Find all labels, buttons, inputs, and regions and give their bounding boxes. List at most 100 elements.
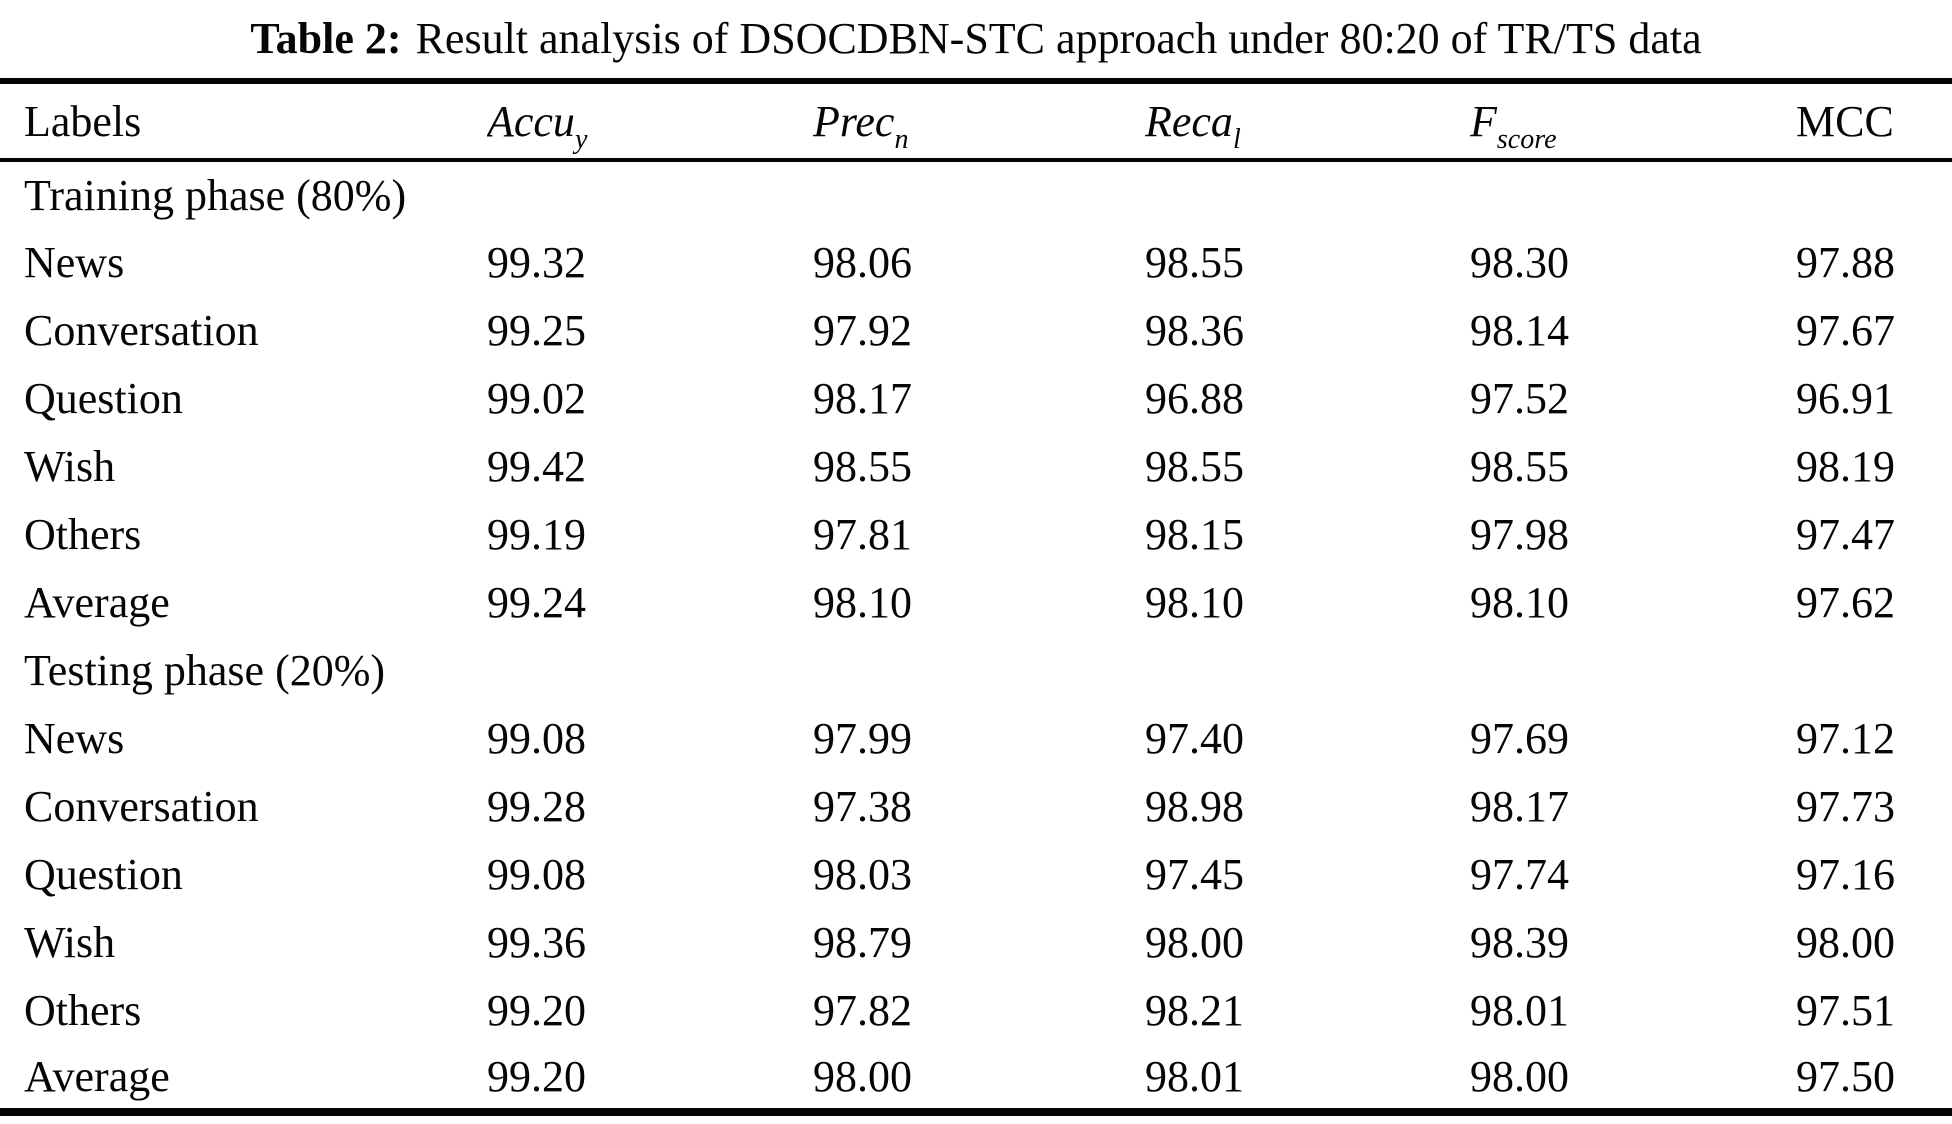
metric-value-precision: 98.17 — [813, 373, 912, 423]
metric-value-recall: 98.00 — [1145, 917, 1244, 967]
column-header-fscore-subscript: score — [1496, 123, 1557, 155]
row-label: Wish — [24, 441, 116, 491]
metric-value-mcc: 97.51 — [1796, 985, 1895, 1035]
column-header-recall-subscript: l — [1232, 123, 1241, 155]
table-row: Wish 99.42 98.55 98.55 98.55 98.19 — [0, 432, 1952, 500]
metric-value-precision: 98.00 — [813, 1051, 912, 1101]
row-label: Question — [24, 849, 183, 899]
metric-value-fscore: 97.98 — [1470, 509, 1569, 559]
metric-value-fscore: 98.10 — [1470, 577, 1569, 627]
metric-value-fscore: 98.30 — [1470, 237, 1569, 287]
metric-value-fscore: 98.14 — [1470, 305, 1569, 355]
column-header-fscore: Fscore — [1470, 81, 1796, 162]
metric-value-precision: 98.10 — [813, 577, 912, 627]
row-label: Question — [24, 373, 183, 423]
column-header-labels-text: Labels — [24, 96, 142, 146]
metric-value-recall: 98.01 — [1145, 1051, 1244, 1101]
table-row: News 99.32 98.06 98.55 98.30 97.88 — [0, 228, 1952, 296]
metric-value-precision: 97.82 — [813, 985, 912, 1035]
metric-value-recall: 96.88 — [1145, 373, 1244, 423]
column-header-precision-text: Prec — [813, 96, 895, 146]
table-row: Average 99.20 98.00 98.01 98.00 97.50 — [0, 1044, 1952, 1112]
table-row: Wish 99.36 98.79 98.00 98.39 98.00 — [0, 908, 1952, 976]
metric-value-accuracy: 99.32 — [487, 237, 586, 287]
column-header-accuracy-subscript: y — [574, 123, 588, 155]
metric-value-recall: 98.55 — [1145, 441, 1244, 491]
metric-value-recall: 98.21 — [1145, 985, 1244, 1035]
section-header-label: Testing phase (20%) — [24, 645, 386, 695]
metric-value-mcc: 97.12 — [1796, 713, 1895, 763]
column-header-mcc-text: MCC — [1796, 96, 1894, 146]
metric-value-recall: 98.10 — [1145, 577, 1244, 627]
column-header-recall: Recal — [1145, 81, 1470, 162]
metric-value-recall: 98.98 — [1145, 781, 1244, 831]
row-label: Average — [24, 577, 170, 627]
metric-value-mcc: 97.88 — [1796, 237, 1895, 287]
table-row: News 99.08 97.99 97.40 97.69 97.12 — [0, 704, 1952, 772]
column-header-labels: Labels — [0, 81, 487, 162]
metric-value-fscore: 97.52 — [1470, 373, 1569, 423]
table-row: Conversation 99.25 97.92 98.36 98.14 97.… — [0, 296, 1952, 364]
table-body: Training phase (80%) News 99.32 98.06 98… — [0, 160, 1952, 1112]
metric-value-precision: 97.38 — [813, 781, 912, 831]
column-header-precision: Precn — [813, 81, 1145, 162]
column-header-accuracy-text: Accu — [487, 96, 575, 146]
metric-value-recall: 98.36 — [1145, 305, 1244, 355]
metric-value-mcc: 97.62 — [1796, 577, 1895, 627]
metric-value-fscore: 98.17 — [1470, 781, 1569, 831]
section-header-label: Training phase (80%) — [24, 170, 407, 220]
metric-value-accuracy: 99.25 — [487, 305, 586, 355]
metric-value-accuracy: 99.20 — [487, 985, 586, 1035]
metric-value-mcc: 97.67 — [1796, 305, 1895, 355]
metric-value-precision: 98.03 — [813, 849, 912, 899]
table-row: Conversation 99.28 97.38 98.98 98.17 97.… — [0, 772, 1952, 840]
table-row: Others 99.19 97.81 98.15 97.98 97.47 — [0, 500, 1952, 568]
column-header-fscore-text: F — [1470, 96, 1497, 146]
metric-value-mcc: 98.00 — [1796, 917, 1895, 967]
metric-value-precision: 98.55 — [813, 441, 912, 491]
metric-value-accuracy: 99.02 — [487, 373, 586, 423]
table-row: Question 99.02 98.17 96.88 97.52 96.91 — [0, 364, 1952, 432]
table-row: Average 99.24 98.10 98.10 98.10 97.62 — [0, 568, 1952, 636]
results-table: Labels Accuy Precn Recal Fscore MCC Trai… — [0, 78, 1952, 1116]
metric-value-precision: 97.99 — [813, 713, 912, 763]
header-row: Labels Accuy Precn Recal Fscore MCC — [0, 81, 1952, 162]
metric-value-mcc: 97.47 — [1796, 509, 1895, 559]
metric-value-precision: 97.92 — [813, 305, 912, 355]
table-header: Labels Accuy Precn Recal Fscore MCC — [0, 81, 1952, 162]
metric-value-recall: 98.55 — [1145, 237, 1244, 287]
metric-value-accuracy: 99.08 — [487, 713, 586, 763]
metric-value-precision: 98.79 — [813, 917, 912, 967]
column-header-precision-subscript: n — [894, 123, 909, 155]
row-label: News — [24, 237, 125, 287]
metric-value-fscore: 97.69 — [1470, 713, 1569, 763]
metric-value-fscore: 98.39 — [1470, 917, 1569, 967]
metric-value-recall: 98.15 — [1145, 509, 1244, 559]
section-header-row-training: Training phase (80%) — [0, 160, 1952, 228]
row-label: News — [24, 713, 125, 763]
column-header-mcc: MCC — [1796, 81, 1952, 162]
metric-value-accuracy: 99.19 — [487, 509, 586, 559]
metric-value-fscore: 97.74 — [1470, 849, 1569, 899]
metric-value-fscore: 98.55 — [1470, 441, 1569, 491]
table-caption-number: Table 2: — [250, 14, 402, 63]
table-row: Others 99.20 97.82 98.21 98.01 97.51 — [0, 976, 1952, 1044]
metric-value-mcc: 97.73 — [1796, 781, 1895, 831]
metric-value-accuracy: 99.36 — [487, 917, 586, 967]
row-label: Others — [24, 985, 142, 1035]
row-label: Conversation — [24, 305, 259, 355]
section-header-row-testing: Testing phase (20%) — [0, 636, 1952, 704]
metric-value-fscore: 98.00 — [1470, 1051, 1569, 1101]
metric-value-recall: 97.45 — [1145, 849, 1244, 899]
column-header-recall-text: Reca — [1145, 96, 1233, 146]
metric-value-mcc: 96.91 — [1796, 373, 1895, 423]
metric-value-precision: 97.81 — [813, 509, 912, 559]
metric-value-recall: 97.40 — [1145, 713, 1244, 763]
metric-value-accuracy: 99.24 — [487, 577, 586, 627]
metric-value-mcc: 97.16 — [1796, 849, 1895, 899]
metric-value-fscore: 98.01 — [1470, 985, 1569, 1035]
metric-value-mcc: 98.19 — [1796, 441, 1895, 491]
metric-value-mcc: 97.50 — [1796, 1051, 1895, 1101]
metric-value-accuracy: 99.08 — [487, 849, 586, 899]
metric-value-precision: 98.06 — [813, 237, 912, 287]
